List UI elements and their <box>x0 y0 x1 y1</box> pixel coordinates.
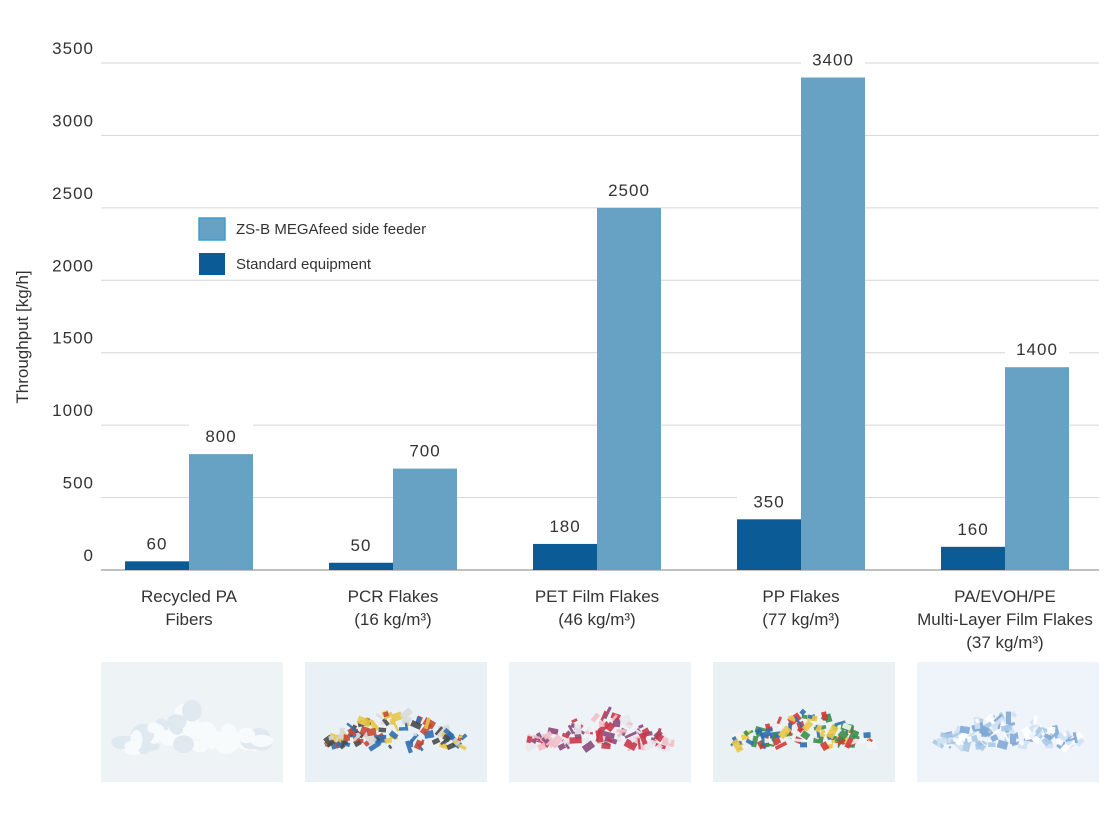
y-tick-label: 0 <box>84 546 94 565</box>
legend-label: ZS-B MEGAfeed side feeder <box>236 221 426 238</box>
pp-flakes-photo <box>713 662 895 782</box>
bar-standard-equipment <box>329 562 393 570</box>
y-tick-label: 1500 <box>52 329 94 348</box>
legend-label: Standard equipment <box>236 256 372 273</box>
data-label: 350 <box>753 492 784 511</box>
data-label-bg <box>125 531 189 556</box>
category-label: PET Film Flakes <box>535 587 659 606</box>
category-density-label: (16 kg/m³) <box>354 610 431 629</box>
bar-megafeed <box>393 468 457 570</box>
category-label: Fibers <box>165 610 212 629</box>
bar-megafeed <box>189 454 253 570</box>
category-label: PA/EVOH/PE <box>954 587 1056 606</box>
category-label: PP Flakes <box>762 587 839 606</box>
data-label: 160 <box>957 520 988 539</box>
category-label: Recycled PA <box>141 587 238 606</box>
pcr-flakes-photo <box>305 662 487 782</box>
y-tick-label: 1000 <box>52 401 94 420</box>
y-tick-label: 500 <box>63 474 94 493</box>
bar-standard-equipment <box>125 561 189 570</box>
data-label: 60 <box>147 534 168 553</box>
data-label: 700 <box>409 442 440 461</box>
data-label: 800 <box>205 427 236 446</box>
data-label-bg <box>189 424 253 449</box>
bar-megafeed <box>597 207 661 570</box>
category-density-label: (37 kg/m³) <box>966 633 1043 652</box>
y-tick-label: 2000 <box>52 256 94 275</box>
legend-swatch <box>199 253 225 275</box>
data-label-bg <box>393 438 457 463</box>
bar-standard-equipment <box>941 546 1005 570</box>
data-label: 2500 <box>608 181 650 200</box>
y-tick-label: 3000 <box>52 111 94 130</box>
y-tick-label: 3500 <box>52 39 94 58</box>
data-label-bg <box>737 489 801 514</box>
data-label: 50 <box>351 536 372 555</box>
bar-standard-equipment <box>533 543 597 570</box>
data-label-bg <box>1005 337 1069 362</box>
recycled-pa-fibers-photo-image <box>101 662 283 782</box>
data-label-bg <box>329 532 393 557</box>
pa-evoh-pe-film-flakes-photo-image <box>917 662 1099 782</box>
bar-megafeed <box>1005 367 1069 570</box>
data-label-bg <box>801 47 865 72</box>
data-label: 3400 <box>812 50 854 69</box>
bar-standard-equipment <box>737 519 801 570</box>
data-label-bg <box>533 513 597 538</box>
legend-swatch <box>198 217 226 241</box>
y-tick-label: 2500 <box>52 184 94 203</box>
pa-evoh-pe-film-flakes-photo <box>917 662 1099 782</box>
bar-megafeed <box>801 77 865 570</box>
recycled-pa-fibers-photo <box>101 662 283 782</box>
category-density-label: (46 kg/m³) <box>558 610 635 629</box>
category-label: PCR Flakes <box>348 587 439 606</box>
data-label: 180 <box>549 517 580 536</box>
category-label: Multi-Layer Film Flakes <box>917 610 1093 629</box>
data-label: 1400 <box>1016 340 1058 359</box>
chart-svg: 0 500 1000 1500 2000 2500 3000 3500 Throughput [… <box>13 39 1099 652</box>
pet-film-flakes-photo <box>509 662 691 782</box>
y-axis-label: Throughput [kg/h] <box>13 270 32 403</box>
data-label-bg <box>941 516 1005 541</box>
pet-film-flakes-photo-image <box>509 662 691 782</box>
category-density-label: (77 kg/m³) <box>762 610 839 629</box>
pcr-flakes-photo-image <box>305 662 487 782</box>
pp-flakes-photo-image <box>713 662 895 782</box>
data-label-bg <box>597 177 661 202</box>
